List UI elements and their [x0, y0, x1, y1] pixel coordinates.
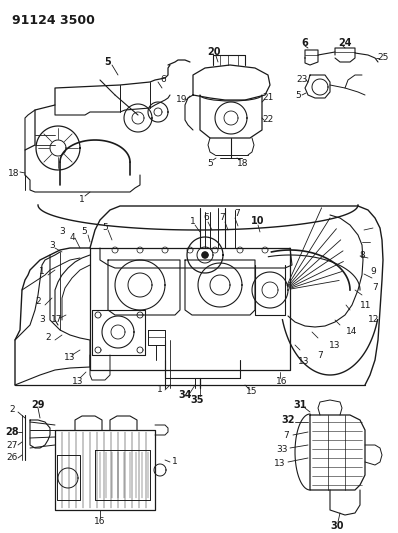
Text: 33: 33 — [276, 445, 288, 454]
Polygon shape — [202, 252, 208, 258]
Text: 8: 8 — [359, 251, 365, 260]
Text: 6: 6 — [302, 38, 308, 48]
Text: 34: 34 — [178, 390, 192, 400]
Text: 16: 16 — [94, 518, 106, 527]
Text: 5: 5 — [295, 92, 301, 101]
Text: 35: 35 — [190, 395, 204, 405]
Text: 1: 1 — [172, 457, 178, 466]
Text: 22: 22 — [262, 116, 274, 125]
Text: 18: 18 — [8, 168, 20, 177]
Text: 27: 27 — [6, 440, 18, 449]
Text: 1: 1 — [39, 268, 45, 277]
Text: 10: 10 — [251, 216, 265, 226]
Text: 13: 13 — [64, 352, 76, 361]
Text: 7: 7 — [234, 209, 240, 219]
Text: 7: 7 — [372, 284, 378, 293]
Text: 1: 1 — [157, 385, 163, 394]
Text: 24: 24 — [338, 38, 352, 48]
Text: 6: 6 — [160, 76, 166, 85]
Text: 26: 26 — [6, 454, 18, 463]
Text: 31: 31 — [293, 400, 307, 410]
Text: 32: 32 — [281, 415, 295, 425]
Text: 7: 7 — [317, 351, 323, 360]
Text: 18: 18 — [237, 159, 249, 168]
Text: 2: 2 — [9, 406, 15, 415]
Text: 13: 13 — [72, 377, 84, 386]
Text: 2: 2 — [35, 297, 41, 306]
Text: 13: 13 — [298, 358, 310, 367]
Text: 7: 7 — [283, 431, 289, 440]
Text: 14: 14 — [346, 327, 358, 336]
Text: 16: 16 — [276, 377, 288, 386]
Text: 9: 9 — [370, 268, 376, 277]
Text: 5: 5 — [102, 223, 108, 232]
Text: 6: 6 — [203, 214, 209, 222]
Text: 5: 5 — [207, 159, 213, 168]
Text: 3: 3 — [59, 228, 65, 237]
Text: 23: 23 — [297, 76, 308, 85]
Text: 91124 3500: 91124 3500 — [12, 14, 95, 27]
Text: 30: 30 — [330, 521, 344, 531]
Text: 12: 12 — [368, 316, 380, 325]
Text: 20: 20 — [207, 47, 221, 57]
Text: 25: 25 — [377, 52, 389, 61]
Text: 29: 29 — [31, 400, 45, 410]
Text: 5: 5 — [81, 228, 87, 237]
Text: 17: 17 — [51, 316, 63, 325]
Text: 1: 1 — [190, 217, 196, 227]
Text: 13: 13 — [274, 458, 286, 467]
Text: 3: 3 — [49, 240, 55, 249]
Text: 3: 3 — [39, 316, 45, 325]
Text: 13: 13 — [329, 341, 341, 350]
Text: 5: 5 — [105, 57, 111, 67]
Text: 15: 15 — [246, 387, 258, 397]
Text: 28: 28 — [5, 427, 19, 437]
Text: 21: 21 — [262, 93, 274, 102]
Text: 4: 4 — [69, 232, 75, 241]
Text: 2: 2 — [45, 334, 51, 343]
Text: 7: 7 — [219, 214, 225, 222]
Text: 1: 1 — [79, 196, 85, 205]
Text: 11: 11 — [360, 301, 372, 310]
Text: 19: 19 — [176, 95, 188, 104]
